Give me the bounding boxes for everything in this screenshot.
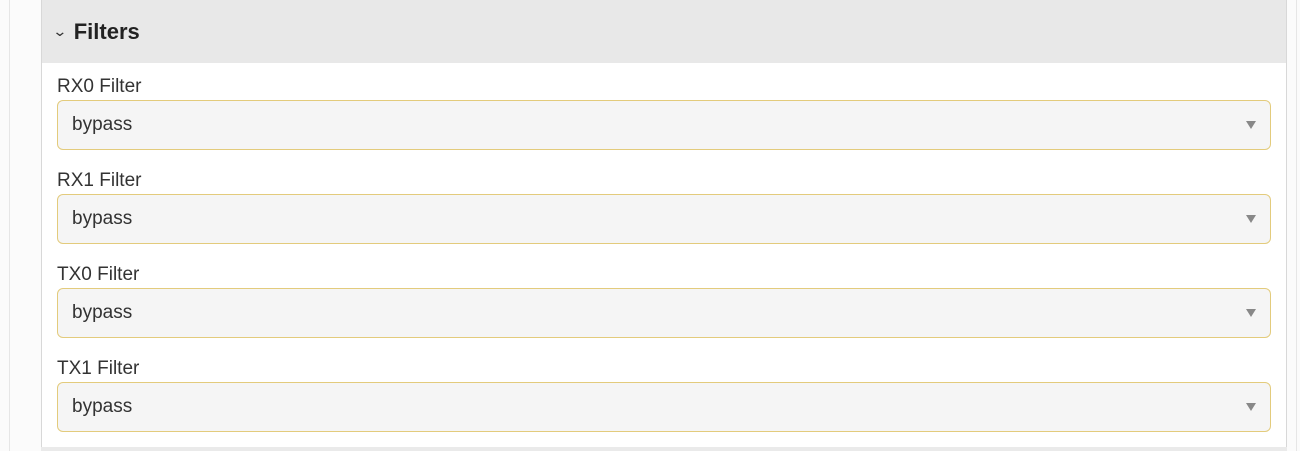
chevron-down-icon: ⌄ [52,23,68,39]
rx1-filter-label: RX1 Filter [57,170,142,191]
page-divider [9,0,10,451]
panel-footer-strip [41,447,1287,451]
rx0-filter-label: RX0 Filter [57,76,142,97]
dropdown-arrow-icon [1246,121,1256,129]
section-title: Filters [73,18,140,44]
page-divider [1296,0,1297,451]
dropdown-arrow-icon [1246,309,1256,317]
select-value: bypass [72,396,133,417]
tx0-filter-label: TX0 Filter [57,264,140,285]
tx1-filter-label: TX1 Filter [57,358,140,379]
select-value: bypass [72,302,133,323]
select-value: bypass [72,208,133,229]
tx1-filter-select[interactable]: bypass [57,382,1271,432]
rx0-filter-select[interactable]: bypass [57,100,1271,150]
tx0-filter-select[interactable]: bypass [57,288,1271,338]
dropdown-arrow-icon [1246,403,1256,411]
filters-panel: ⌄ Filters RX0 Filter bypass RX1 Filter b… [41,0,1287,449]
dropdown-arrow-icon [1246,215,1256,223]
select-value: bypass [72,114,133,135]
filters-section-header[interactable]: ⌄ Filters [42,0,1286,63]
rx1-filter-select[interactable]: bypass [57,194,1271,244]
